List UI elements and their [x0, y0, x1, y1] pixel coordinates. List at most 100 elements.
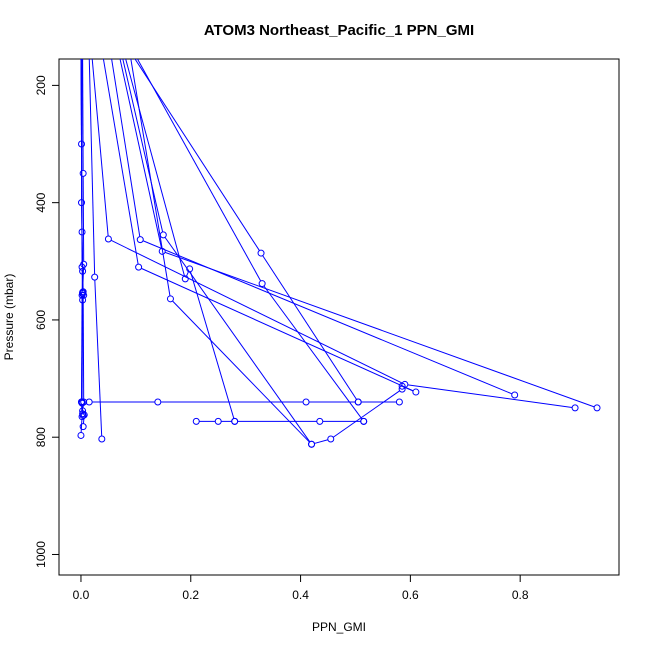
series-segment: [81, 302, 84, 401]
data-point: [398, 382, 406, 390]
x-axis-label: PPN_GMI: [312, 620, 366, 634]
series-segment: [119, 59, 163, 249]
series-3: [78, 59, 88, 431]
data-point: [214, 417, 222, 425]
data-point: [395, 398, 403, 406]
series-segment: [134, 59, 260, 251]
series-segment: [164, 251, 595, 408]
data-point: [78, 228, 86, 236]
series-segment: [110, 239, 403, 384]
series-12: [125, 59, 239, 425]
data-point: [181, 275, 189, 283]
data-point: [412, 388, 420, 396]
series-14: [136, 59, 368, 425]
series-segment: [122, 59, 164, 233]
data-point: [79, 423, 87, 431]
plot-frame: [58, 58, 620, 576]
data-point: [79, 296, 87, 304]
series-6: [192, 417, 368, 425]
series-segment: [80, 59, 83, 229]
series-segment: [332, 390, 400, 438]
data-point: [192, 417, 200, 425]
series-8: [102, 59, 420, 396]
y-tick-label: 1000: [34, 541, 48, 568]
x-tick-label: 0.4: [292, 588, 309, 602]
data-point: [398, 385, 406, 393]
series-segment: [94, 280, 103, 436]
y-tick-label: 200: [34, 75, 48, 95]
data-point: [104, 235, 112, 243]
data-point: [327, 435, 335, 443]
data-point: [316, 417, 324, 425]
data-point: [80, 260, 88, 268]
series-segment: [111, 59, 141, 237]
data-point: [135, 263, 143, 271]
series-segment: [130, 59, 171, 296]
series-segment: [81, 234, 84, 289]
data-point: [79, 169, 87, 177]
series-segment: [314, 439, 329, 444]
data-point: [79, 407, 87, 415]
y-axis: 200 400 600 800 1000: [34, 75, 59, 568]
x-tick-label: 0.8: [512, 588, 529, 602]
series-segment: [142, 240, 513, 395]
data-point: [257, 249, 265, 257]
series-layer: [77, 59, 601, 448]
data-point: [159, 231, 167, 239]
series-2: [78, 59, 88, 420]
series-segment: [407, 384, 573, 408]
chart-title: ATOM3 Northeast_Pacific_1 PPN_GMI: [204, 22, 474, 39]
series-segment: [172, 300, 310, 443]
data-point: [308, 440, 316, 448]
data-point: [78, 398, 86, 406]
series-segment: [82, 59, 84, 171]
data-point: [186, 265, 194, 273]
x-tick-label: 0.6: [402, 588, 419, 602]
data-point: [360, 417, 368, 425]
series-segment: [136, 59, 262, 282]
data-point: [166, 295, 174, 303]
data-point: [136, 236, 144, 244]
series-13: [130, 59, 316, 448]
data-point: [571, 404, 579, 412]
y-tick-label: 600: [34, 310, 48, 330]
series-segment: [141, 267, 414, 392]
series-segment: [262, 255, 357, 400]
series-10: [119, 59, 601, 412]
x-tick-label: 0.0: [73, 588, 90, 602]
series-segment: [91, 59, 109, 237]
series-segment: [190, 271, 235, 419]
data-point: [593, 404, 601, 412]
data-point: [98, 435, 106, 443]
data-point: [354, 398, 362, 406]
series-segment: [82, 176, 85, 262]
y-axis-label: Pressure (mbar): [2, 274, 16, 361]
data-point: [258, 280, 266, 288]
series-segment: [125, 59, 185, 277]
series-7: [91, 59, 579, 412]
series-4: [88, 59, 106, 443]
x-axis: 0.0 0.2 0.4 0.6 0.8: [73, 575, 529, 602]
series-segment: [186, 271, 189, 277]
data-point: [85, 398, 93, 406]
data-point: [154, 398, 162, 406]
series-segment: [88, 59, 96, 275]
data-point: [80, 411, 88, 419]
data-point: [77, 431, 85, 439]
data-point: [91, 273, 99, 281]
series-segment: [80, 419, 83, 433]
x-tick-label: 0.2: [182, 588, 199, 602]
y-tick-label: 800: [34, 427, 48, 447]
data-point: [80, 291, 88, 299]
series-9: [111, 59, 519, 399]
data-point: [231, 417, 239, 425]
series-segment: [263, 285, 363, 420]
y-tick-label: 400: [34, 192, 48, 212]
series-segment: [82, 417, 85, 424]
series-segment: [82, 294, 85, 400]
series-15: [134, 59, 362, 406]
data-point: [302, 398, 310, 406]
series-5: [78, 398, 403, 406]
data-point: [511, 391, 519, 399]
